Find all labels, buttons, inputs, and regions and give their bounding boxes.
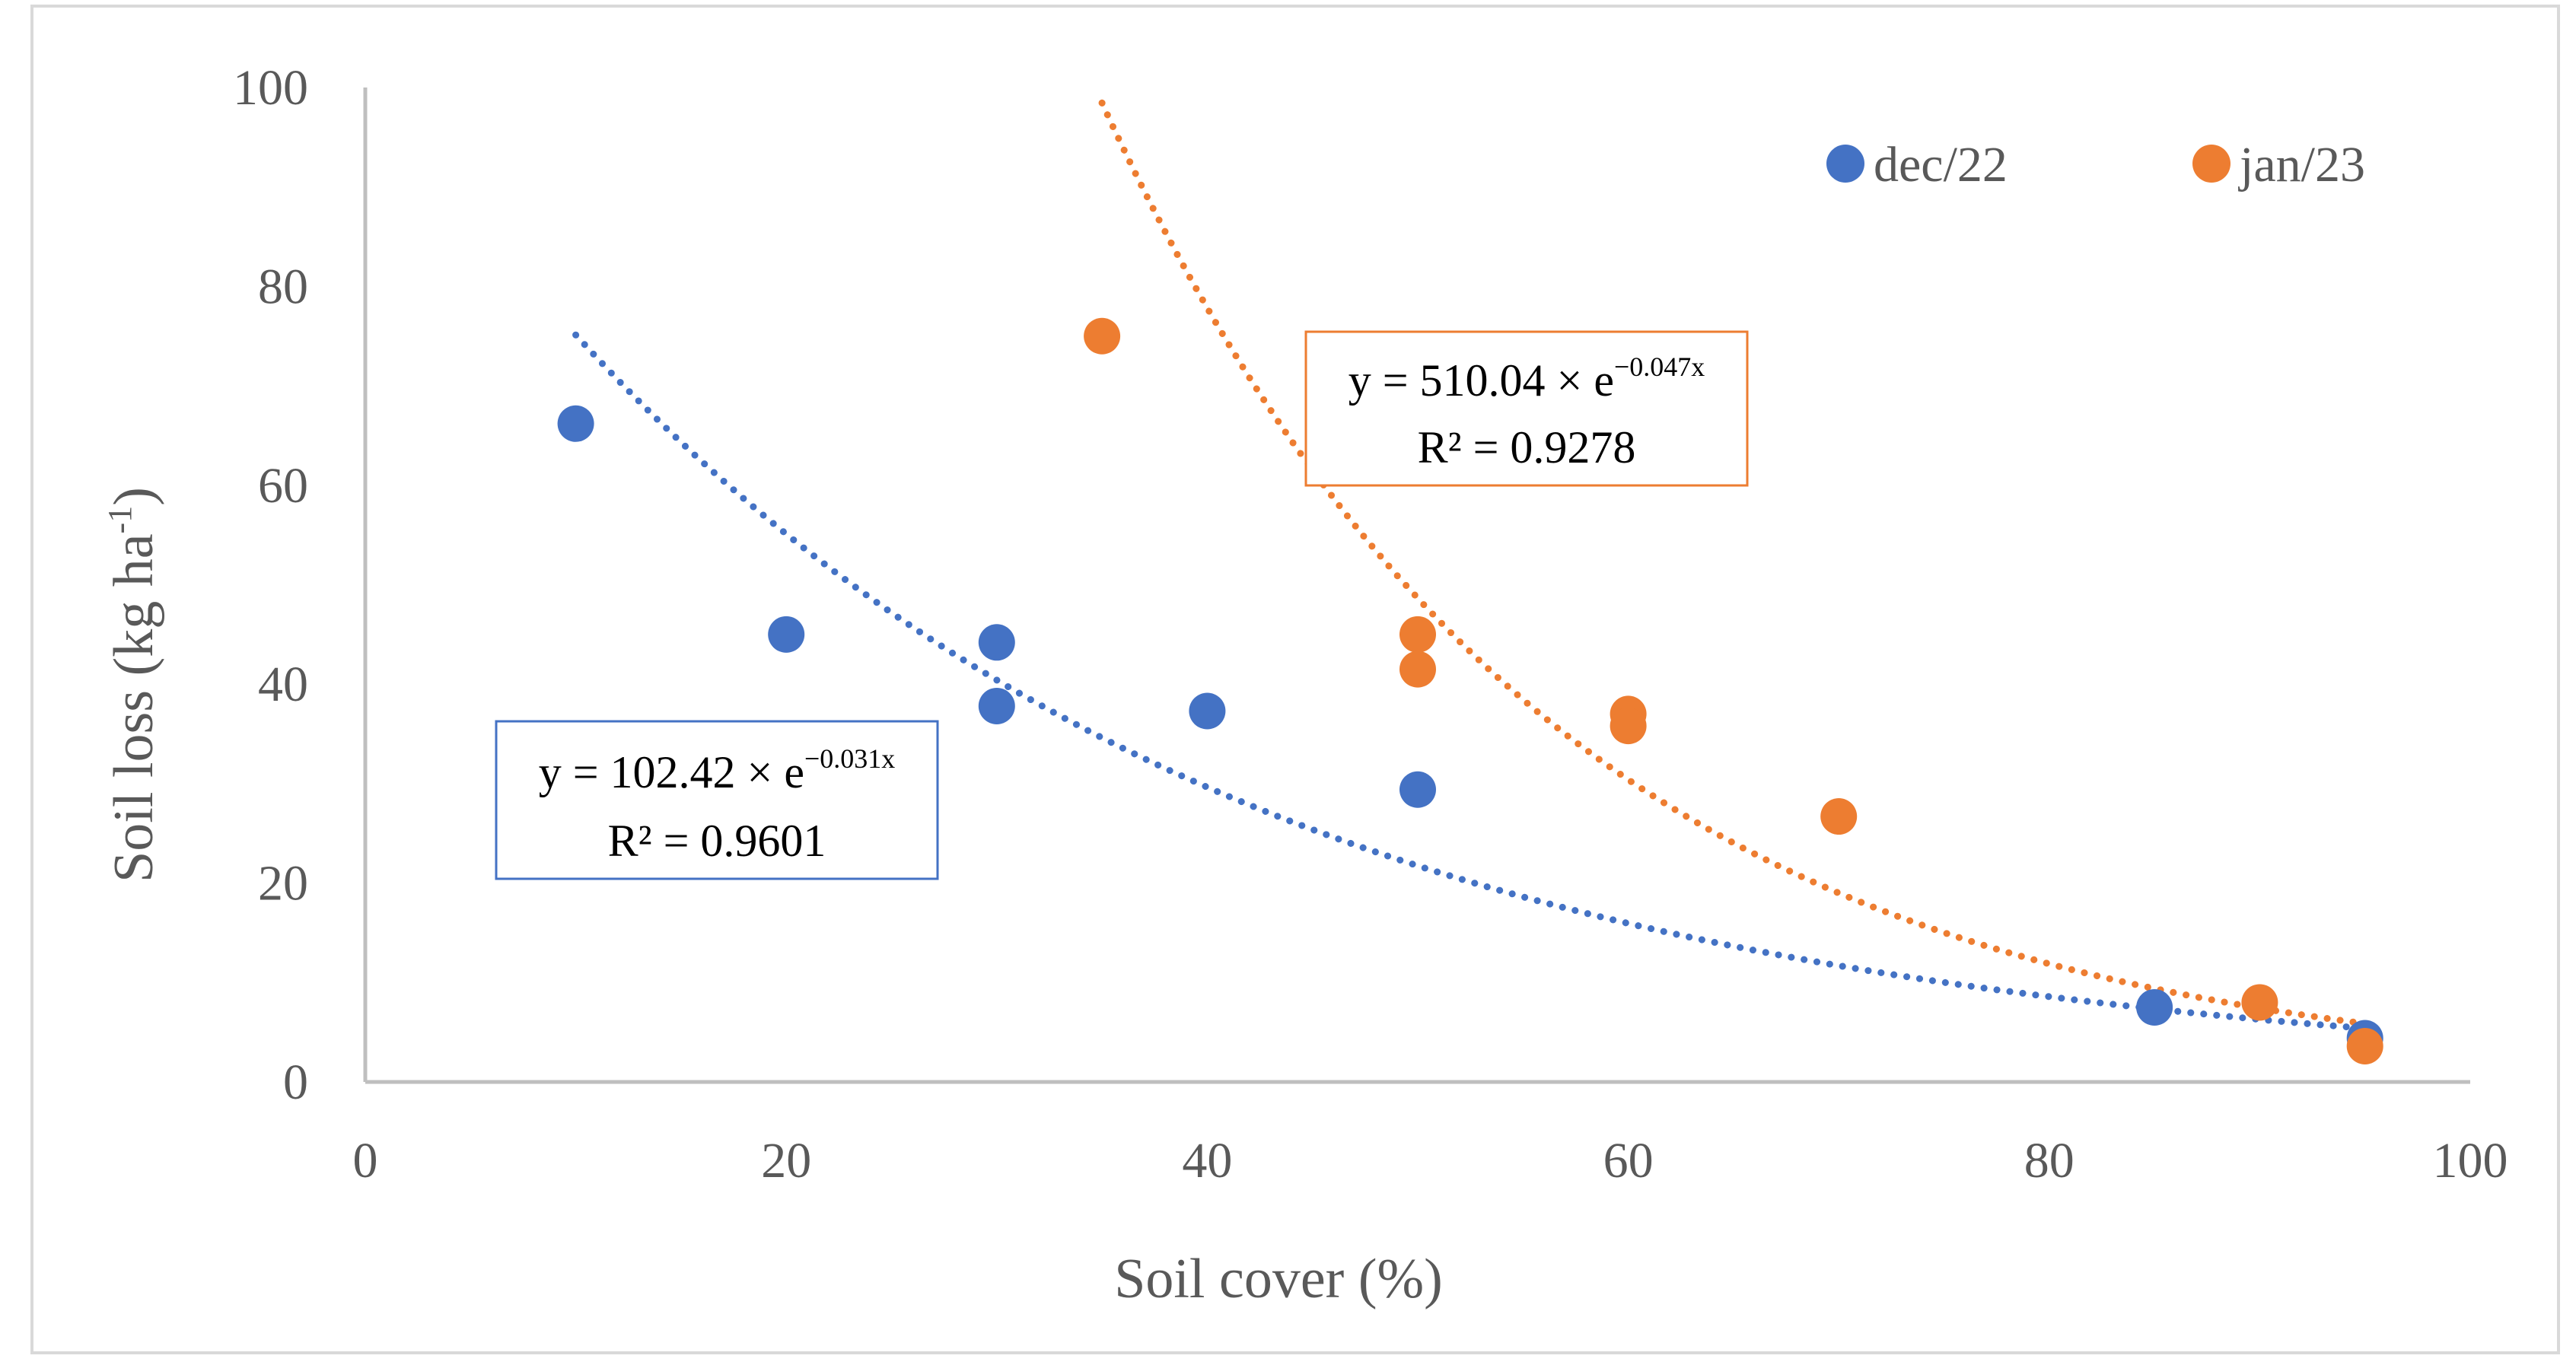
y-tick-label: 0 xyxy=(283,1055,308,1110)
legend-label-dec22: dec/22 xyxy=(1874,137,2008,192)
y-axis-title-main: Soil loss (kg ha xyxy=(103,533,165,882)
trendline-dec22 xyxy=(572,331,2369,1032)
data-point-jan23 xyxy=(1610,708,1647,745)
y-axis-title-end: ) xyxy=(103,487,165,506)
data-point-dec22 xyxy=(978,624,1015,661)
y-axis-title: Soil loss (kg ha-1) xyxy=(101,487,165,883)
data-point-jan23 xyxy=(1820,798,1858,835)
trendline-jan23 xyxy=(1098,99,2369,1027)
equation-prefix-jan23: y = 510.04 × e xyxy=(1348,355,1614,406)
equation-box-dec22: y = 102.42 × e−0.031x R² = 0.9601 xyxy=(495,720,939,880)
data-point-dec22 xyxy=(768,616,805,653)
legend: dec/22 jan/23 xyxy=(1826,137,2365,192)
y-tick-label: 60 xyxy=(258,458,308,514)
data-point-dec22 xyxy=(2136,988,2173,1026)
r-squared-dec22: R² = 0.9601 xyxy=(608,816,826,866)
x-axis-title: Soil cover (%) xyxy=(1114,1248,1443,1310)
y-tick-label: 20 xyxy=(258,856,308,912)
equation-exponent-jan23: −0.047x xyxy=(1614,352,1705,382)
equation-jan23: y = 510.04 × e−0.047x xyxy=(1348,352,1705,406)
equation-box-jan23: y = 510.04 × e−0.047x R² = 0.9278 xyxy=(1304,330,1749,487)
chart-border xyxy=(30,5,2560,1354)
equation-dec22: y = 102.42 × e−0.031x xyxy=(539,743,896,797)
data-point-jan23 xyxy=(1399,616,1436,653)
data-point-dec22 xyxy=(978,687,1015,724)
data-point-dec22 xyxy=(1189,692,1226,730)
x-tick-label: 60 xyxy=(1603,1133,1654,1188)
y-tick-label: 80 xyxy=(258,259,308,314)
equation-exponent-dec22: −0.031x xyxy=(804,743,895,774)
r-squared-jan23: R² = 0.9278 xyxy=(1418,422,1636,473)
x-tick-labels: 0 20 40 60 80 100 xyxy=(353,1133,2508,1188)
data-point-jan23 xyxy=(2346,1027,2383,1064)
legend-marker-jan23 xyxy=(2192,145,2231,183)
data-points xyxy=(557,317,2383,1064)
y-tick-label: 40 xyxy=(258,657,308,712)
data-point-jan23 xyxy=(1084,317,1121,355)
legend-label-jan23: jan/23 xyxy=(2238,137,2365,192)
equation-box-border-dec22 xyxy=(495,720,939,880)
data-point-jan23 xyxy=(2241,984,2278,1021)
x-tick-label: 40 xyxy=(1182,1133,1232,1188)
equation-prefix-dec22: y = 102.42 × e xyxy=(539,747,804,797)
x-tick-label: 100 xyxy=(2433,1133,2508,1188)
y-axis-title-sup: -1 xyxy=(101,506,139,534)
data-point-dec22 xyxy=(1399,771,1436,808)
data-point-dec22 xyxy=(557,405,594,442)
x-tick-label: 20 xyxy=(761,1133,811,1188)
y-tick-labels: 0 20 40 60 80 100 xyxy=(233,60,308,1110)
data-point-jan23 xyxy=(1399,651,1436,688)
legend-marker-dec22 xyxy=(1826,145,1864,183)
y-tick-label: 100 xyxy=(233,60,308,116)
x-tick-label: 80 xyxy=(2024,1133,2074,1188)
equation-box-border-jan23 xyxy=(1304,330,1749,487)
x-tick-label: 0 xyxy=(353,1133,378,1188)
